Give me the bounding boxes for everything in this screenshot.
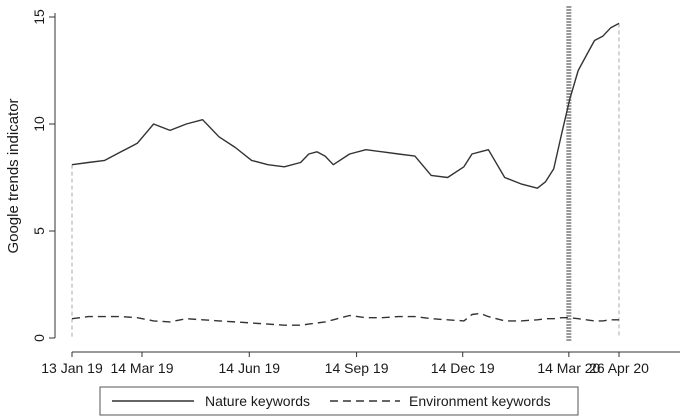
x-tick-label: 14 Mar 19 [110,360,173,376]
axes [54,13,680,353]
y-axis-title: Google trends indicator [5,98,22,253]
x-tick-label: 14 Mar 20 [537,360,600,376]
x-tick-label: 14 Dec 19 [431,360,495,376]
y-tick-label: 5 [31,227,47,235]
x-tick-label: 14 Sep 19 [325,360,389,376]
x-ticks: 13 Jan 19 14 Mar 19 14 Jun 19 14 Sep 19 14 D… [41,352,649,376]
y-tick-label: 15 [31,9,47,25]
reference-lines [71,23,620,338]
x-tick-label: 14 Jun 19 [219,360,281,376]
series-line-nature [71,22,620,189]
x-tick-label: 26 Apr 20 [589,360,649,376]
legend-label-nature: Nature keywords [205,393,310,409]
x-tick-label: 13 Jan 19 [41,360,103,376]
legend: Nature keywords Environment keywords [99,386,579,416]
series-line-environment [71,312,619,326]
y-tick-label: 10 [31,116,47,132]
y-ticks: 0 5 10 15 [31,9,55,342]
legend-label-environment: Environment keywords [409,393,551,409]
series-lines [71,22,620,326]
y-tick-label: 0 [31,334,47,342]
